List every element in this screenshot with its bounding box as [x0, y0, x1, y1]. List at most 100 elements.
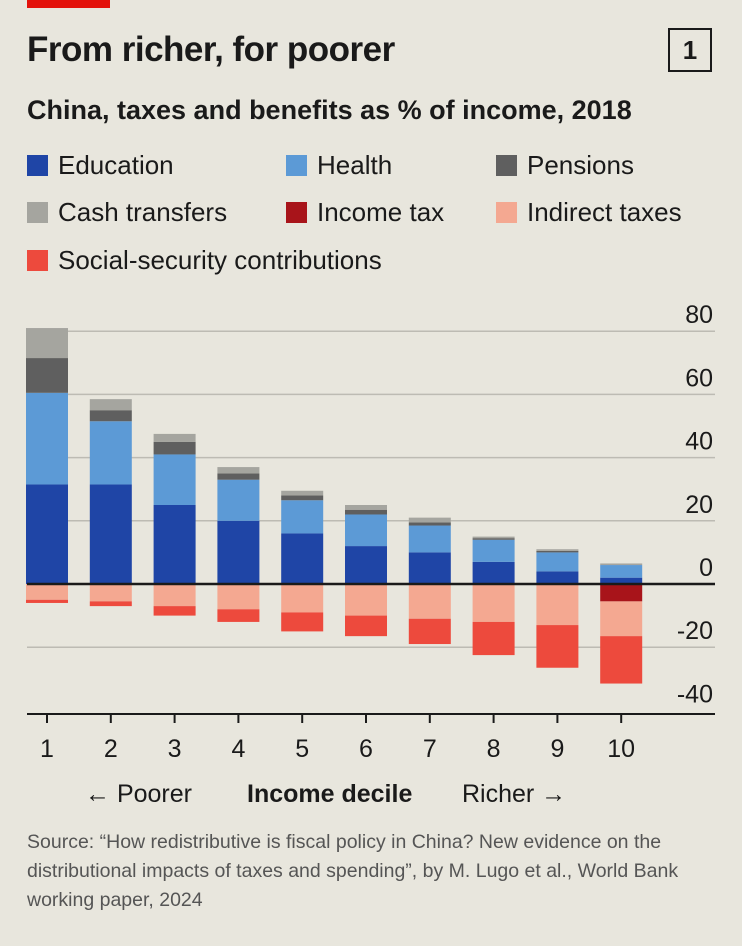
bar-segment — [89, 601, 132, 607]
bars — [26, 328, 643, 684]
bar-segment — [281, 612, 324, 632]
chart-title: From richer, for poorer — [27, 30, 395, 69]
legend-label-pensions: Pensions — [527, 150, 634, 180]
chart-subtitle: China, taxes and benefits as % of income… — [27, 95, 632, 125]
bar-segment — [408, 552, 451, 584]
legend-label-cash-transfers: Cash transfers — [58, 197, 228, 227]
x-tick-label: 5 — [295, 735, 309, 763]
bar-segment — [472, 621, 515, 656]
bar-segment — [408, 522, 451, 526]
bar-segment — [153, 433, 196, 442]
x-tick-label: 6 — [359, 735, 373, 763]
bar-segment — [600, 584, 643, 602]
legend: Education Health Pensions Cash transfers… — [27, 150, 727, 290]
bar-segment — [408, 618, 451, 645]
bar-segment — [345, 514, 387, 547]
bar-segment — [281, 500, 324, 534]
axes — [27, 582, 715, 723]
x-tick-label: 3 — [168, 735, 182, 763]
legend-item-income-tax: Income tax — [286, 197, 444, 228]
legend-item-pensions: Pensions — [496, 150, 634, 181]
legend-item-cash-transfers: Cash transfers — [27, 197, 227, 228]
bar-segment — [89, 421, 132, 485]
legend-label-social-security: Social-security contributions — [58, 245, 382, 275]
bar-segment — [153, 454, 196, 505]
y-tick-label: 60 — [685, 364, 713, 392]
bar-segment — [26, 599, 68, 603]
legend-label-income-tax: Income tax — [317, 197, 445, 227]
y-tick-labels: 80 60 40 20 0 -20 -40 — [677, 301, 713, 708]
bar-segment — [600, 636, 643, 684]
bar-segment — [89, 484, 132, 584]
x-tick-label: 9 — [550, 735, 564, 763]
bar-segment — [472, 538, 515, 540]
bar-segment — [26, 484, 68, 584]
bar-segment — [345, 509, 387, 515]
bar-segment — [600, 577, 643, 584]
legend-swatch-pensions — [496, 155, 517, 176]
y-tick-label: 80 — [685, 301, 713, 329]
y-tick-label: 40 — [685, 428, 713, 456]
legend-item-education: Education — [27, 150, 174, 181]
bar-segment — [281, 495, 324, 501]
bar-segment — [600, 563, 643, 566]
x-tick-label: 1 — [40, 735, 54, 763]
x-tick-label: 7 — [423, 735, 437, 763]
x-tick-labels: 1 2 3 4 5 6 7 8 9 10 — [40, 735, 635, 763]
legend-swatch-indirect-taxes — [496, 202, 517, 223]
legend-swatch-income-tax — [286, 202, 307, 223]
bar-segment — [408, 525, 451, 553]
legend-label-health: Health — [317, 150, 393, 180]
legend-swatch-health — [286, 155, 307, 176]
bar-segment — [89, 399, 132, 411]
bar-segment — [536, 625, 579, 668]
legend-swatch-education — [27, 155, 48, 176]
bar-segment — [536, 552, 579, 572]
legend-item-indirect-taxes: Indirect taxes — [496, 197, 682, 228]
bar-segment — [536, 549, 579, 551]
bar-segment — [536, 571, 579, 584]
bar-segment — [26, 328, 68, 359]
bar-segment — [217, 473, 260, 480]
source-note: Source: “How redistributive is fiscal po… — [27, 831, 679, 911]
x-axis-richer-label: Richer → — [462, 780, 567, 808]
x-tick-label: 2 — [104, 735, 118, 763]
legend-item-social-security: Social-security contributions — [27, 245, 382, 276]
bar-segment — [345, 505, 387, 510]
bar-segment — [536, 584, 579, 626]
x-axis-title: Income decile — [247, 780, 413, 808]
bar-segment — [281, 533, 324, 584]
x-axis-poorer-label: ← Poorer — [85, 780, 192, 808]
bar-segment — [345, 615, 387, 637]
bar-segment — [345, 584, 387, 616]
bar-segment — [217, 609, 260, 622]
legend-swatch-cash-transfers — [27, 202, 48, 223]
bar-segment — [408, 517, 451, 523]
gridlines — [27, 330, 715, 648]
x-axis-labels: ← Poorer Income decile Richer → — [0, 775, 742, 815]
y-tick-label: -40 — [677, 680, 713, 708]
bar-segment — [472, 561, 515, 584]
bar-segment — [89, 584, 132, 602]
bar-segment — [89, 410, 132, 422]
bar-segment — [217, 584, 260, 610]
y-tick-label: -20 — [677, 617, 713, 645]
bar-segment — [281, 490, 324, 496]
x-tick-label: 4 — [231, 735, 245, 763]
bar-segment — [153, 441, 196, 455]
bar-segment — [217, 479, 260, 521]
bar-segment — [26, 358, 68, 393]
bar-segment — [472, 536, 515, 539]
stacked-bar-chart: 80 60 40 20 0 -20 -40 1 2 3 4 5 6 7 8 9 10 — [26, 301, 715, 763]
legend-label-education: Education — [58, 150, 174, 180]
bar-segment — [536, 550, 579, 553]
bar-segment — [217, 520, 260, 584]
bar-segment — [472, 539, 515, 562]
bar-segment — [472, 584, 515, 622]
bar-segment — [26, 392, 68, 485]
bar-segment — [281, 584, 324, 613]
y-tick-label: 0 — [699, 554, 713, 582]
x-tick-label: 10 — [607, 735, 635, 763]
bar-segment — [217, 467, 260, 474]
bar-segment — [26, 584, 68, 600]
